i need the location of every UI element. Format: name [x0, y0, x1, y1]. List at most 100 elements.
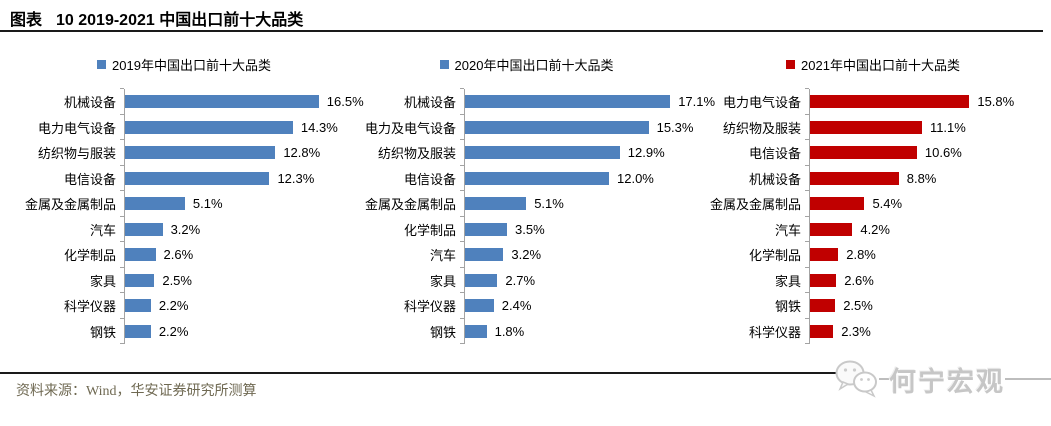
bar: [125, 324, 151, 338]
bar-track: 3.2%: [460, 241, 699, 268]
value-label: 5.4%: [872, 196, 903, 212]
value-label: 3.5%: [515, 221, 545, 237]
bar-row: 纺织物及服装 12.9%: [354, 139, 699, 166]
category-label: 金属及金属制品: [364, 197, 456, 213]
footer-divider: [0, 372, 856, 374]
legend-swatch: [97, 60, 107, 69]
bar-track: 2.6%: [805, 266, 1047, 293]
bar-row: 化学制品 2.6%: [14, 241, 354, 268]
bar-track: 2.4%: [460, 292, 699, 319]
value-label: 17.1%: [678, 94, 716, 110]
value-label: 2.2%: [158, 298, 189, 314]
bar-track: 2.2%: [120, 292, 354, 319]
category-label: 电信设备: [748, 146, 801, 162]
value-label: 2.5%: [843, 298, 873, 314]
bar: [810, 248, 839, 262]
value-label: 2.8%: [846, 247, 876, 263]
bar-track: 2.2%: [120, 317, 354, 344]
legend-label: 2021年中国出口前十大品类: [801, 58, 960, 73]
bar-row: 钢铁 2.5%: [699, 292, 1047, 319]
category-label: 钢铁: [429, 324, 456, 340]
chart-2019-top-exports: 2019年中国出口前十大品类 机械设备 16.5% 电力电气设备 14.3% 纺织物与服…: [14, 56, 364, 344]
legend-swatch: [439, 60, 449, 69]
value-label: 5.1%: [534, 196, 564, 212]
category-label: 汽车: [429, 248, 456, 264]
bar-row: 纺织物与服装 12.8%: [14, 139, 354, 166]
value-label: 2.7%: [505, 272, 536, 288]
category-label: 金属及金属制品: [24, 197, 116, 213]
value-label: 11.1%: [929, 119, 966, 135]
category-label: 科学仪器: [748, 324, 801, 340]
value-label: 10.6%: [924, 145, 962, 161]
chart-2020-top-exports: 2020年中国出口前十大品类 机械设备 17.1% 电力及电气设备 15.3% 纺织物及…: [354, 56, 715, 344]
bar: [810, 273, 837, 287]
bar: [465, 299, 494, 313]
value-label: 3.2%: [511, 247, 542, 263]
bar-track: 12.3%: [120, 164, 354, 191]
category-label: 科学仪器: [403, 299, 456, 315]
bar-row: 电力电气设备 15.8%: [699, 88, 1047, 115]
bar: [465, 95, 671, 109]
bar: [810, 197, 865, 211]
value-label: 16.5%: [326, 94, 364, 110]
category-label: 家具: [429, 273, 456, 289]
bar: [465, 248, 504, 262]
bar: [465, 146, 620, 160]
bar-row: 机械设备 16.5%: [14, 88, 364, 115]
bar-track: 12.0%: [460, 164, 699, 191]
bar-track: 15.3%: [460, 113, 699, 140]
bar-row: 化学制品 3.5%: [354, 215, 699, 242]
legend-2019: 2019年中国出口前十大品类: [14, 56, 354, 73]
bar: [125, 222, 163, 236]
charts-row: 2019年中国出口前十大品类 机械设备 16.5% 电力电气设备 14.3% 纺织物与服…: [14, 56, 1047, 344]
bar-track: 17.1%: [460, 88, 715, 115]
bar-row: 汽车 3.2%: [14, 215, 354, 242]
bar-row: 汽车 4.2%: [699, 215, 1047, 242]
bar-row: 汽车 3.2%: [354, 241, 699, 268]
bars-area: 机械设备 16.5% 电力电气设备 14.3% 纺织物与服装 12.8% 电信设备 12.3%…: [14, 88, 364, 344]
bar-row: 电力及电气设备 15.3%: [354, 113, 699, 140]
category-label: 化学制品: [63, 248, 116, 264]
value-label: 2.2%: [158, 323, 189, 339]
category-label: 家具: [774, 273, 801, 289]
bar-track: 5.1%: [120, 190, 354, 217]
bar-row: 化学制品 2.8%: [699, 241, 1047, 268]
legend-2020: 2020年中国出口前十大品类: [354, 56, 699, 73]
bar-track: 5.4%: [805, 190, 1047, 217]
value-label: 2.3%: [841, 323, 871, 339]
bar: [465, 120, 649, 134]
legend-swatch: [786, 60, 796, 69]
bar-track: 2.7%: [460, 266, 699, 293]
bar-row: 家具 2.5%: [14, 266, 354, 293]
bar-track: 15.8%: [805, 88, 1047, 115]
legend-label: 2020年中国出口前十大品类: [454, 58, 614, 73]
bar-row: 电信设备 12.3%: [14, 164, 354, 191]
value-label: 1.8%: [494, 323, 525, 339]
bar-track: 2.8%: [805, 241, 1047, 268]
category-label: 汽车: [774, 222, 801, 238]
bar: [125, 171, 270, 185]
wechat-icon: [835, 360, 877, 398]
bar-row: 家具 2.6%: [699, 266, 1047, 293]
category-label: 钢铁: [89, 324, 116, 340]
category-label: 机械设备: [403, 95, 456, 111]
figure-title: 图表 10 2019-2021 中国出口前十大品类: [10, 6, 303, 30]
bar-row: 电信设备 10.6%: [699, 139, 1047, 166]
bar-track: 1.8%: [460, 317, 699, 344]
bar-track: 5.1%: [460, 190, 699, 217]
watermark-line: [1005, 378, 1051, 380]
bar-row: 科学仪器 2.4%: [354, 292, 699, 319]
bar: [810, 299, 836, 313]
bar-row: 金属及金属制品 5.1%: [354, 190, 699, 217]
category-label: 电力电气设备: [37, 120, 116, 136]
category-label: 电力电气设备: [722, 95, 801, 111]
bar-track: 14.3%: [120, 113, 354, 140]
category-label: 化学制品: [403, 222, 456, 238]
bar: [810, 146, 917, 160]
category-label: 纺织物及服装: [722, 120, 801, 136]
bar-row: 金属及金属制品 5.4%: [699, 190, 1047, 217]
category-label: 机械设备: [748, 171, 801, 187]
bar: [125, 299, 151, 313]
bar-row: 电信设备 12.0%: [354, 164, 699, 191]
